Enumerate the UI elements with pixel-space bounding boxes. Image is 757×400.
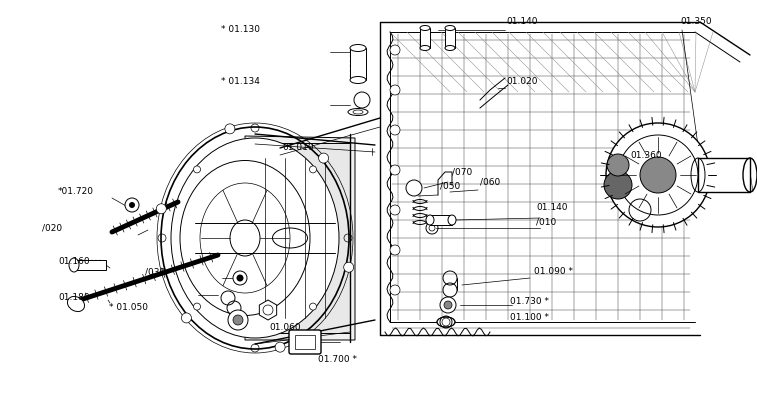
Text: 01.700 *: 01.700 * <box>318 356 357 364</box>
Text: /060: /060 <box>480 178 500 186</box>
Ellipse shape <box>69 258 79 272</box>
Circle shape <box>390 85 400 95</box>
Circle shape <box>310 166 316 173</box>
Bar <box>74 260 106 270</box>
Circle shape <box>125 198 139 212</box>
Ellipse shape <box>350 76 366 84</box>
Text: * 01.050: * 01.050 <box>109 304 148 312</box>
Circle shape <box>156 204 167 214</box>
Text: 01.060: 01.060 <box>269 324 301 332</box>
Ellipse shape <box>348 108 368 116</box>
Circle shape <box>390 245 400 255</box>
Circle shape <box>390 125 400 135</box>
Text: 01.730 *: 01.730 * <box>510 298 549 306</box>
Text: 01.020: 01.020 <box>506 78 537 86</box>
Bar <box>430 215 452 225</box>
Circle shape <box>194 303 201 310</box>
Text: 01.140: 01.140 <box>536 204 568 212</box>
Circle shape <box>228 310 248 330</box>
Circle shape <box>225 124 235 134</box>
Text: /010: /010 <box>536 218 556 226</box>
Circle shape <box>390 205 400 215</box>
Ellipse shape <box>445 46 455 50</box>
Text: /030: /030 <box>145 268 165 276</box>
Circle shape <box>390 45 400 55</box>
Ellipse shape <box>420 46 430 50</box>
Bar <box>698 158 750 192</box>
Text: /020: /020 <box>42 224 62 232</box>
Bar <box>350 48 366 80</box>
Circle shape <box>640 157 676 193</box>
Circle shape <box>390 285 400 295</box>
Circle shape <box>182 313 192 323</box>
Ellipse shape <box>350 44 366 52</box>
Ellipse shape <box>420 26 430 30</box>
Ellipse shape <box>437 317 455 327</box>
Circle shape <box>194 166 201 173</box>
Ellipse shape <box>448 215 456 225</box>
Circle shape <box>604 171 632 199</box>
Circle shape <box>440 297 456 313</box>
Bar <box>443 277 457 297</box>
Circle shape <box>406 180 422 196</box>
Text: * 01.134: * 01.134 <box>221 78 260 86</box>
Text: 01.100 *: 01.100 * <box>510 314 549 322</box>
Text: 01.010: 01.010 <box>282 144 314 152</box>
Text: 01.180: 01.180 <box>58 294 89 302</box>
Circle shape <box>319 153 329 163</box>
Circle shape <box>310 303 316 310</box>
Text: 01.090 *: 01.090 * <box>534 268 573 276</box>
Text: 01.350: 01.350 <box>680 18 712 26</box>
Text: /050: /050 <box>440 182 460 190</box>
Ellipse shape <box>426 215 434 225</box>
Ellipse shape <box>171 138 339 338</box>
Circle shape <box>344 262 354 272</box>
Text: 01.140: 01.140 <box>506 18 537 26</box>
Polygon shape <box>245 136 355 340</box>
Bar <box>250 143 350 333</box>
Text: * 01.130: * 01.130 <box>221 26 260 34</box>
Polygon shape <box>260 300 276 320</box>
FancyBboxPatch shape <box>289 330 321 354</box>
Ellipse shape <box>445 26 455 30</box>
Circle shape <box>606 123 710 227</box>
Text: *01.720: *01.720 <box>58 188 94 196</box>
Text: 01.360: 01.360 <box>630 150 662 160</box>
Circle shape <box>233 271 247 285</box>
Circle shape <box>444 301 452 309</box>
Circle shape <box>129 202 135 208</box>
Text: 01.160: 01.160 <box>58 258 89 266</box>
Circle shape <box>275 342 285 352</box>
Bar <box>420 28 430 48</box>
Circle shape <box>354 92 370 108</box>
Circle shape <box>607 154 629 176</box>
Bar <box>445 28 455 48</box>
Circle shape <box>233 315 243 325</box>
Ellipse shape <box>67 296 85 312</box>
Text: /070: /070 <box>452 168 472 176</box>
Circle shape <box>236 274 244 282</box>
Bar <box>295 335 315 349</box>
Circle shape <box>390 165 400 175</box>
